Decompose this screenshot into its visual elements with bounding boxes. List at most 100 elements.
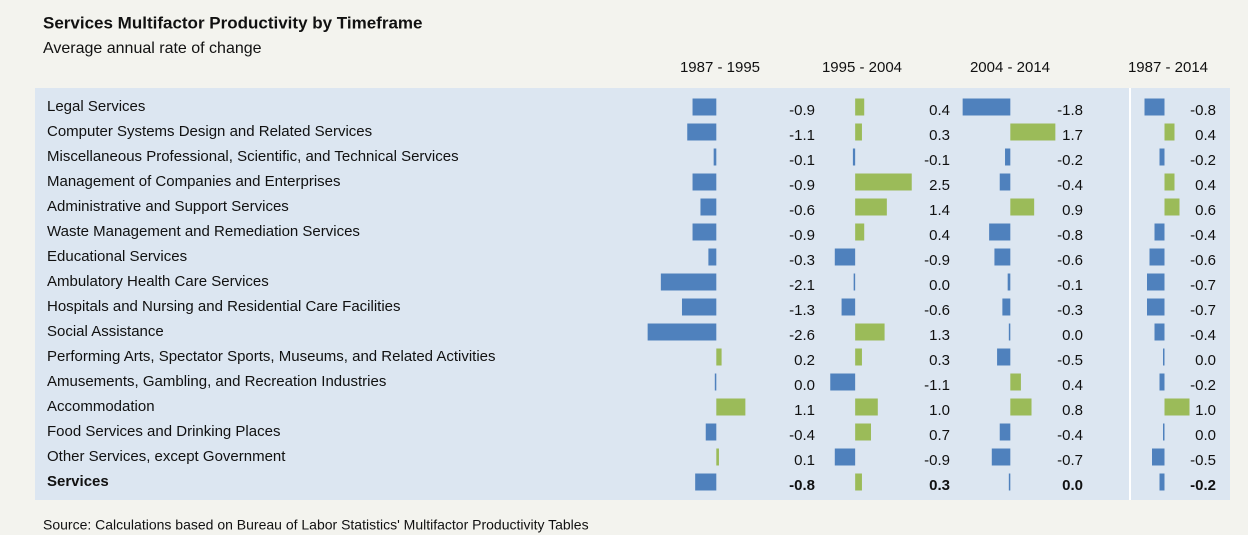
chart-title: Services Multifactor Productivity by Tim… [43,13,422,32]
value-label: -0.9 [789,227,815,244]
bar [692,98,717,116]
bar [855,173,912,191]
bar [1008,473,1011,491]
bar [692,173,717,191]
value-label: -0.2 [1190,377,1216,394]
bar [1002,298,1011,316]
bar [853,273,856,291]
bar [714,373,717,391]
bar [1152,448,1165,466]
bar [830,373,856,391]
value-label: -0.4 [1057,427,1083,444]
bar [1163,348,1165,366]
value-label: -0.5 [1190,452,1216,469]
value-label: -0.6 [924,302,950,319]
value-label: -0.9 [789,102,815,119]
value-label: 0.4 [1062,377,1083,394]
bar [999,173,1011,191]
value-label: -0.3 [789,252,815,269]
category-label: Social Assistance [47,323,164,340]
bar [708,248,717,266]
bar [716,348,722,366]
bar [1005,148,1011,166]
value-label: 0.0 [1195,352,1216,369]
bar [1164,398,1190,416]
bar [841,298,856,316]
value-label: -0.8 [1190,102,1216,119]
series-header: 1987 - 2014 [1128,59,1208,76]
chart-subtitle: Average annual rate of change [43,40,262,57]
value-label: 0.4 [1195,127,1216,144]
bar [660,273,717,291]
bar [855,473,862,491]
bar [855,98,865,116]
category-label: Hospitals and Nursing and Residential Ca… [47,298,401,315]
value-label: -0.5 [1057,352,1083,369]
plot-area [35,88,1230,500]
value-label: -2.1 [789,277,815,294]
category-label: Services [47,473,109,490]
value-label: -0.1 [924,152,950,169]
category-label: Food Services and Drinking Places [47,423,280,440]
bar [1147,298,1165,316]
category-label: Miscellaneous Professional, Scientific, … [47,148,459,165]
value-label: -0.6 [1057,252,1083,269]
bar [1159,373,1165,391]
bar [1154,323,1165,341]
value-label: -0.1 [1057,277,1083,294]
value-label: 0.0 [1062,477,1083,494]
bar [1147,273,1165,291]
bar [695,473,717,491]
category-label: Amusements, Gambling, and Recreation Ind… [47,373,386,390]
value-label: 0.2 [794,352,815,369]
value-label: -0.7 [1190,277,1216,294]
value-label: 1.0 [929,402,950,419]
value-label: -0.6 [789,202,815,219]
value-label: 0.4 [1195,177,1216,194]
bar [713,148,717,166]
bar [834,248,856,266]
value-label: 1.3 [929,327,950,344]
value-label: -1.1 [789,127,815,144]
value-label: -0.4 [1057,177,1083,194]
value-label: -0.4 [1190,327,1216,344]
value-label: 0.8 [1062,402,1083,419]
bar [997,348,1011,366]
bar [1159,473,1165,491]
bar [855,123,862,141]
bar [989,223,1011,241]
value-label: -1.3 [789,302,815,319]
value-label: -0.2 [1190,477,1216,494]
bar [855,348,862,366]
value-label: -0.9 [924,252,950,269]
bar [991,448,1011,466]
value-label: -1.8 [1057,102,1083,119]
value-label: -0.3 [1057,302,1083,319]
value-label: 0.0 [794,377,815,394]
bar [855,223,865,241]
value-label: -0.9 [924,452,950,469]
category-label: Management of Companies and Enterprises [47,173,341,190]
bar [1007,273,1011,291]
source-note: Source: Calculations based on Bureau of … [43,517,589,533]
bar [1008,323,1011,341]
value-label: -0.6 [1190,252,1216,269]
bar [855,423,871,441]
category-label: Administrative and Support Services [47,198,289,215]
bar [1010,373,1021,391]
value-label: 0.3 [929,352,950,369]
value-label: 0.1 [794,452,815,469]
bar [1010,398,1032,416]
bar [1149,248,1165,266]
value-label: -0.1 [789,152,815,169]
value-label: -0.9 [789,177,815,194]
bar [1164,123,1175,141]
value-label: -0.7 [1190,302,1216,319]
category-label: Computer Systems Design and Related Serv… [47,123,372,140]
bar [1164,198,1180,216]
value-label: 0.7 [929,427,950,444]
bar [687,123,717,141]
bar [855,198,887,216]
value-label: 0.4 [929,227,950,244]
value-label: -0.4 [789,427,815,444]
